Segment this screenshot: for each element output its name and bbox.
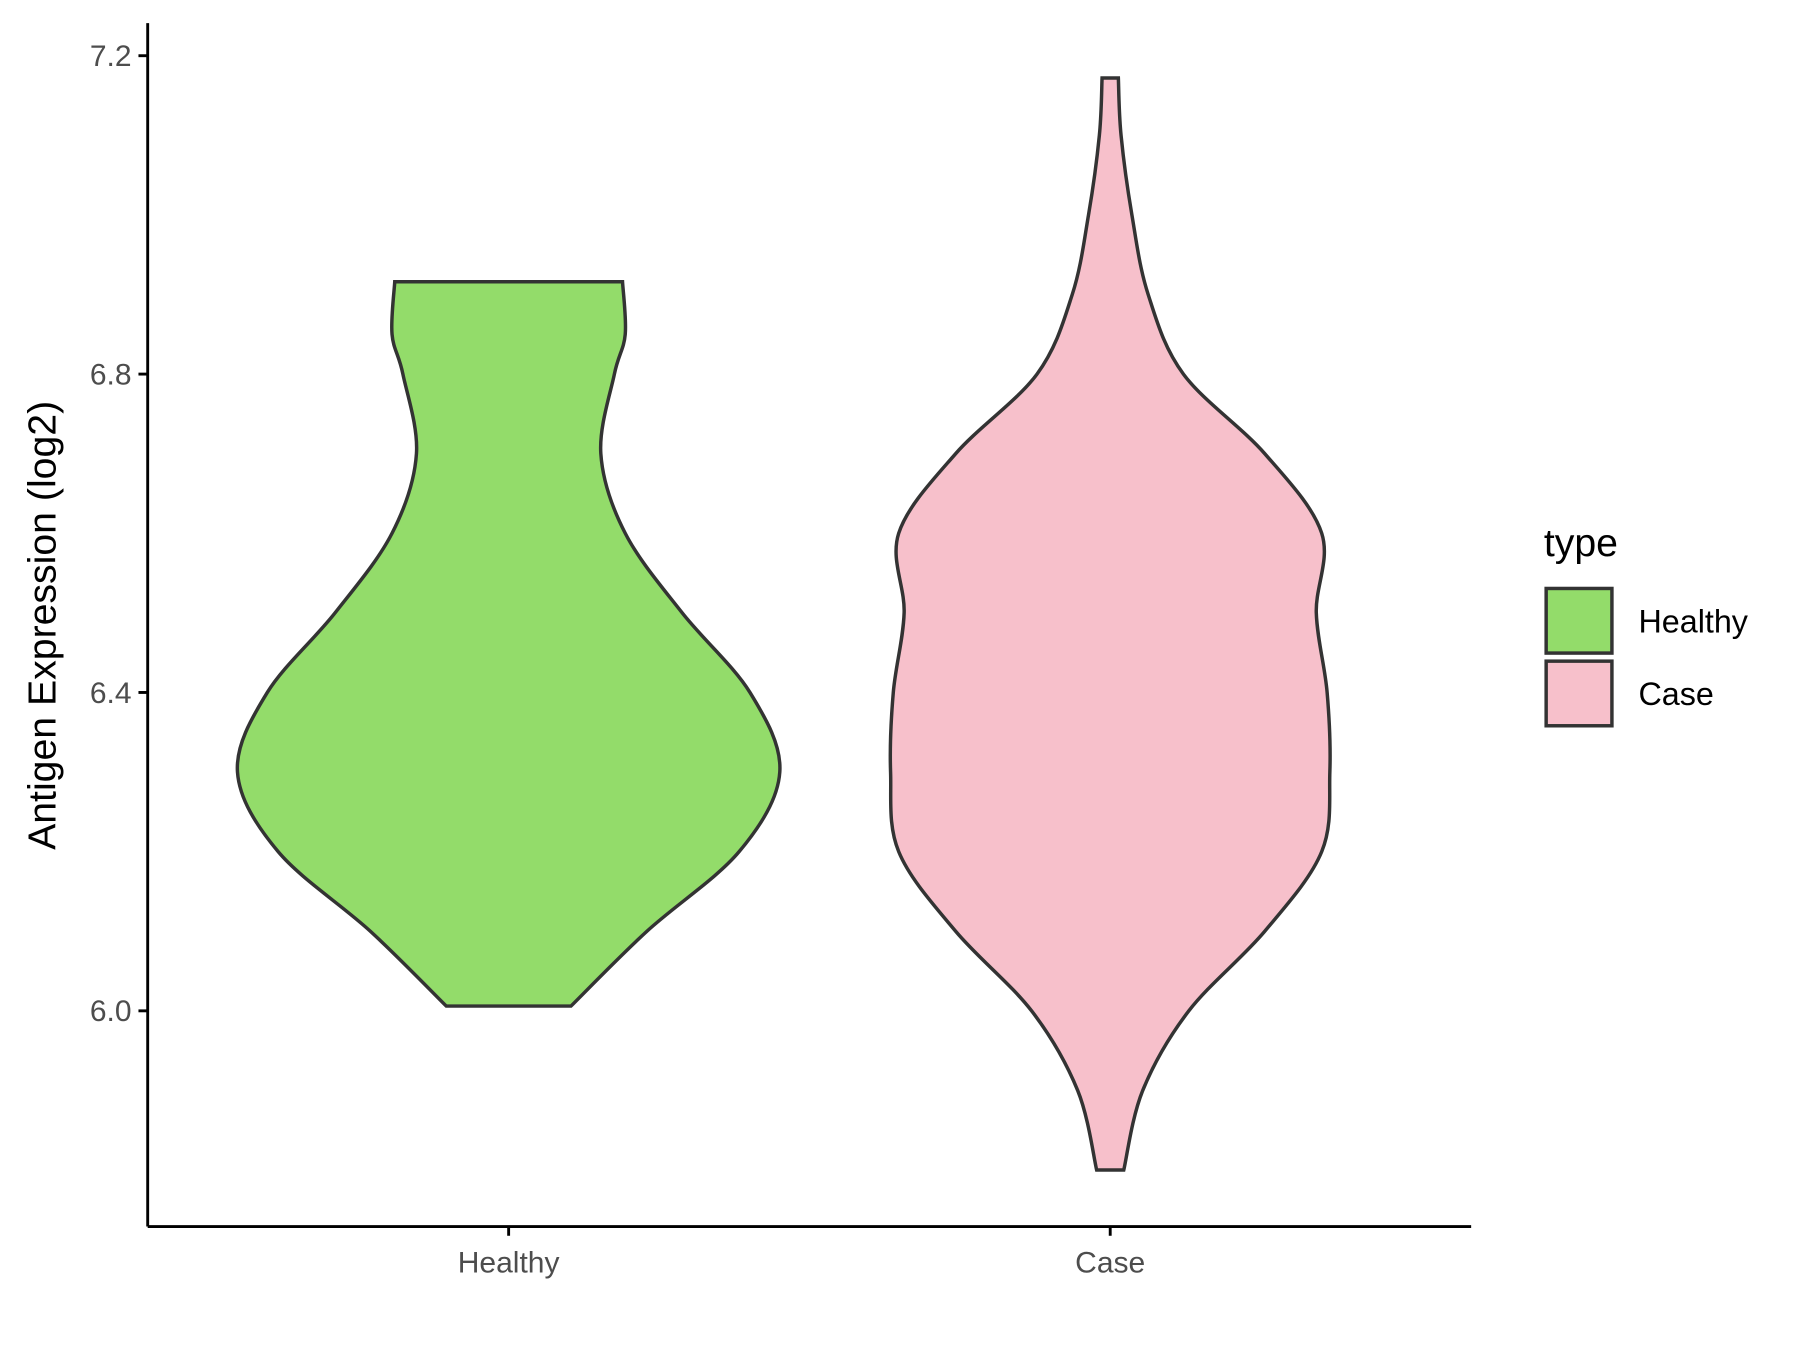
legend-key	[1544, 659, 1614, 728]
y-tick-label: 6.4	[90, 677, 132, 710]
violin	[888, 76, 1332, 1172]
violin	[235, 280, 782, 1008]
legend-key	[1544, 586, 1614, 655]
legend-label: Case	[1638, 676, 1713, 712]
legend-title: type	[1544, 521, 1618, 565]
y-tick-label: 6.8	[90, 358, 132, 391]
y-tick-label: 7.2	[90, 40, 132, 73]
x-tick-label: Case	[1075, 1247, 1145, 1280]
y-tick-label: 6.0	[90, 995, 132, 1028]
x-tick-label: Healthy	[458, 1247, 560, 1280]
y-axis-title: Antigen Expression (log2)	[20, 401, 64, 850]
legend-label: Healthy	[1638, 603, 1748, 639]
